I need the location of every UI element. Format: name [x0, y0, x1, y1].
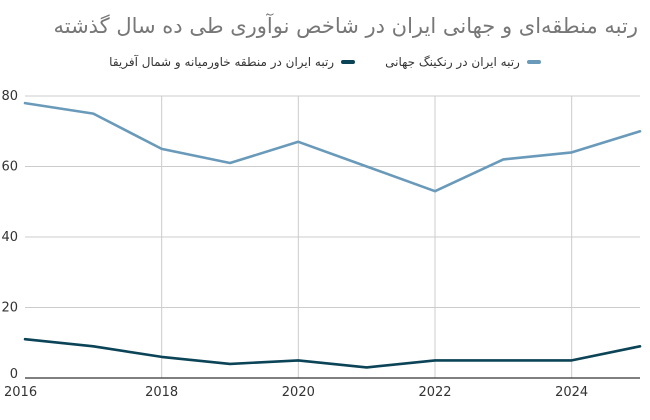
x-tick-label: 2018: [145, 385, 178, 400]
data-point: [501, 358, 505, 362]
series-line-regional: [23, 337, 642, 369]
data-point: [570, 358, 574, 362]
data-point: [296, 358, 300, 362]
chart-legend: رتبه ایران در رنکینگ جهانی رتبه ایران در…: [0, 55, 650, 69]
x-tick-label: 2020: [282, 385, 315, 400]
y-tick-label: 0: [10, 367, 18, 382]
data-point: [160, 355, 164, 359]
x-tick-label: 2024: [555, 385, 588, 400]
data-point: [638, 344, 642, 348]
y-tick-label: 20: [1, 301, 18, 316]
data-point: [228, 161, 232, 165]
data-point: [638, 129, 642, 133]
data-point: [23, 101, 27, 105]
y-tick-label: 60: [1, 160, 18, 175]
data-point: [433, 189, 437, 193]
legend-label-regional: رتبه ایران در منطقه خاورمیانه و شمال آفر…: [109, 55, 335, 69]
data-point: [570, 150, 574, 154]
data-point: [365, 165, 369, 169]
data-point: [91, 344, 95, 348]
data-point: [501, 157, 505, 161]
data-point: [160, 147, 164, 151]
data-point: [91, 112, 95, 116]
data-point: [23, 337, 27, 341]
y-tick-label: 80: [1, 89, 18, 104]
data-point: [296, 140, 300, 144]
data-point: [228, 362, 232, 366]
x-tick-label: 2016: [4, 385, 37, 400]
y-tick-label: 40: [1, 230, 18, 245]
data-point: [433, 358, 437, 362]
legend-item-regional[interactable]: رتبه ایران در منطقه خاورمیانه و شمال آفر…: [109, 55, 356, 69]
series-line-global: [23, 101, 642, 193]
legend-swatch-global: [526, 60, 541, 64]
data-point: [365, 365, 369, 369]
legend-swatch-regional: [341, 60, 356, 64]
x-tick-label: 2022: [418, 385, 451, 400]
legend-item-global[interactable]: رتبه ایران در رنکینگ جهانی: [385, 55, 541, 69]
chart-title: رتبه منطقه‌ای و جهانی ایران در شاخص نوآو…: [53, 14, 638, 38]
legend-label-global: رتبه ایران در رنکینگ جهانی: [385, 55, 520, 69]
